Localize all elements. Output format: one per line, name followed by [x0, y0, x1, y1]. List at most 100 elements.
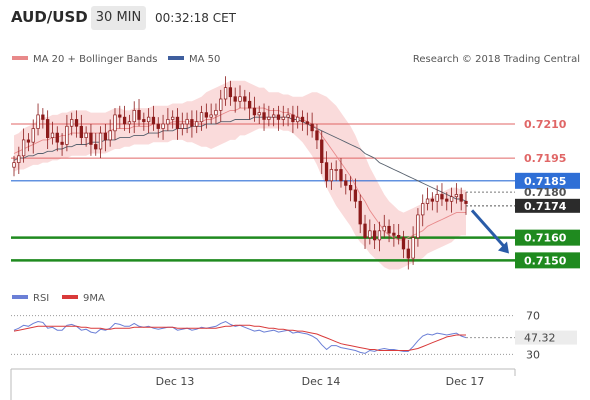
candle-body	[421, 203, 425, 216]
support-label-6: 0.7150	[524, 254, 567, 267]
candle-body	[180, 123, 184, 129]
resistance-label-1: 0.7195	[524, 152, 566, 165]
candle-body	[195, 121, 199, 127]
candle-body	[324, 162, 329, 182]
candle-body	[459, 194, 463, 202]
candle-body	[387, 225, 391, 234]
candle-body	[98, 132, 103, 150]
candle-body	[161, 123, 165, 129]
candle-body	[440, 194, 444, 200]
candle-body	[368, 230, 372, 238]
candle-body	[151, 116, 156, 125]
candle-body	[50, 132, 55, 138]
candle-body	[146, 116, 151, 123]
timeframe-badge[interactable]: 30 MIN	[91, 6, 146, 30]
legend-rsi-label: RSI	[33, 293, 49, 304]
credit-text: Research © 2018 Trading Central	[413, 54, 580, 65]
candle-body	[445, 198, 449, 202]
rsi-tick-70: 70	[526, 310, 540, 323]
candle-body	[79, 125, 83, 138]
candle-body	[348, 185, 353, 191]
rsi-tick-30: 30	[526, 348, 540, 361]
candle-body	[70, 119, 74, 127]
candle-body	[449, 196, 454, 202]
candle-body	[296, 116, 300, 123]
candle-body	[185, 119, 189, 125]
candle-body	[36, 114, 40, 129]
candle-body	[243, 96, 247, 102]
legend-9ma-label: 9MA	[83, 293, 105, 304]
current-price-label: 0.7174	[524, 200, 567, 213]
candle-body	[21, 139, 26, 157]
support-label-box-5	[515, 229, 580, 246]
candle-body	[372, 230, 377, 241]
candle-body	[238, 96, 242, 102]
candle-body	[41, 114, 45, 120]
price-chart: MA 20 + Bollinger Bands MA 50 Research ©…	[10, 54, 580, 400]
candle-body	[291, 114, 295, 123]
candle-body	[214, 110, 218, 116]
candle-body	[204, 112, 208, 118]
candle-body	[382, 225, 386, 232]
candle-body	[397, 235, 401, 238]
candle-body	[132, 110, 136, 123]
x-tick-label-dec14: Dec 14	[302, 375, 341, 388]
candle-body	[334, 169, 338, 171]
candle-body	[12, 162, 16, 168]
candle-body	[103, 132, 108, 141]
candle-body	[377, 230, 382, 241]
candle-body	[190, 119, 194, 127]
legend-ma50-label: MA 50	[189, 54, 220, 65]
rsi-series-9ma	[13, 324, 466, 351]
forecast-arrow-head	[498, 241, 509, 254]
candle-body	[247, 100, 252, 109]
candle-body	[74, 119, 79, 127]
current-price-box	[515, 198, 580, 213]
candle-body	[84, 132, 88, 138]
candle-body	[55, 132, 59, 143]
candle-body	[272, 114, 276, 118]
chart-header: AUD/USD 30 MIN 00:32:18 CET	[0, 0, 590, 38]
x-tick-label-dec17: Dec 17	[446, 375, 485, 388]
candle-body	[281, 116, 285, 120]
candle-body	[127, 121, 132, 125]
candle-body	[137, 110, 141, 120]
candle-body	[344, 180, 348, 186]
candle-body	[199, 112, 204, 123]
pivot-label: 0.7185	[524, 175, 566, 188]
candle-body	[430, 198, 434, 202]
candle-body	[315, 130, 319, 141]
candle-body	[363, 223, 367, 238]
rsi-current-value: 47.32	[524, 332, 556, 345]
candle-body	[94, 144, 98, 150]
candle-body	[118, 114, 122, 118]
candle-body	[425, 198, 430, 204]
candle-body	[406, 248, 410, 259]
rsi-plot: 70 30 47.32	[11, 310, 577, 361]
candle-body	[233, 96, 237, 102]
candle-body	[65, 125, 69, 145]
candle-body	[171, 116, 175, 120]
bollinger-band	[14, 80, 466, 270]
candle-body	[401, 237, 406, 250]
candle-body	[252, 107, 257, 116]
currency-pair: AUD/USD	[11, 8, 88, 26]
candle-body	[113, 114, 117, 132]
pivot-label-box	[515, 172, 580, 189]
legend-ma20-label: MA 20 + Bollinger Bands	[33, 54, 157, 65]
candle-body	[223, 87, 228, 100]
candle-body	[305, 121, 309, 125]
candle-body	[300, 116, 305, 123]
candle-body	[392, 232, 396, 236]
support-label-5: 0.7160	[524, 232, 567, 245]
candle-body	[276, 114, 281, 120]
candle-body	[156, 123, 160, 129]
rsi-series-rsi	[13, 320, 467, 354]
candle-body	[60, 141, 64, 145]
candle-body	[31, 128, 35, 143]
rsi-current-box	[515, 330, 577, 345]
candle-body	[267, 116, 271, 120]
candle-body	[175, 116, 180, 129]
candle-body	[416, 214, 420, 238]
x-tick-label-dec13: Dec 13	[156, 375, 195, 388]
